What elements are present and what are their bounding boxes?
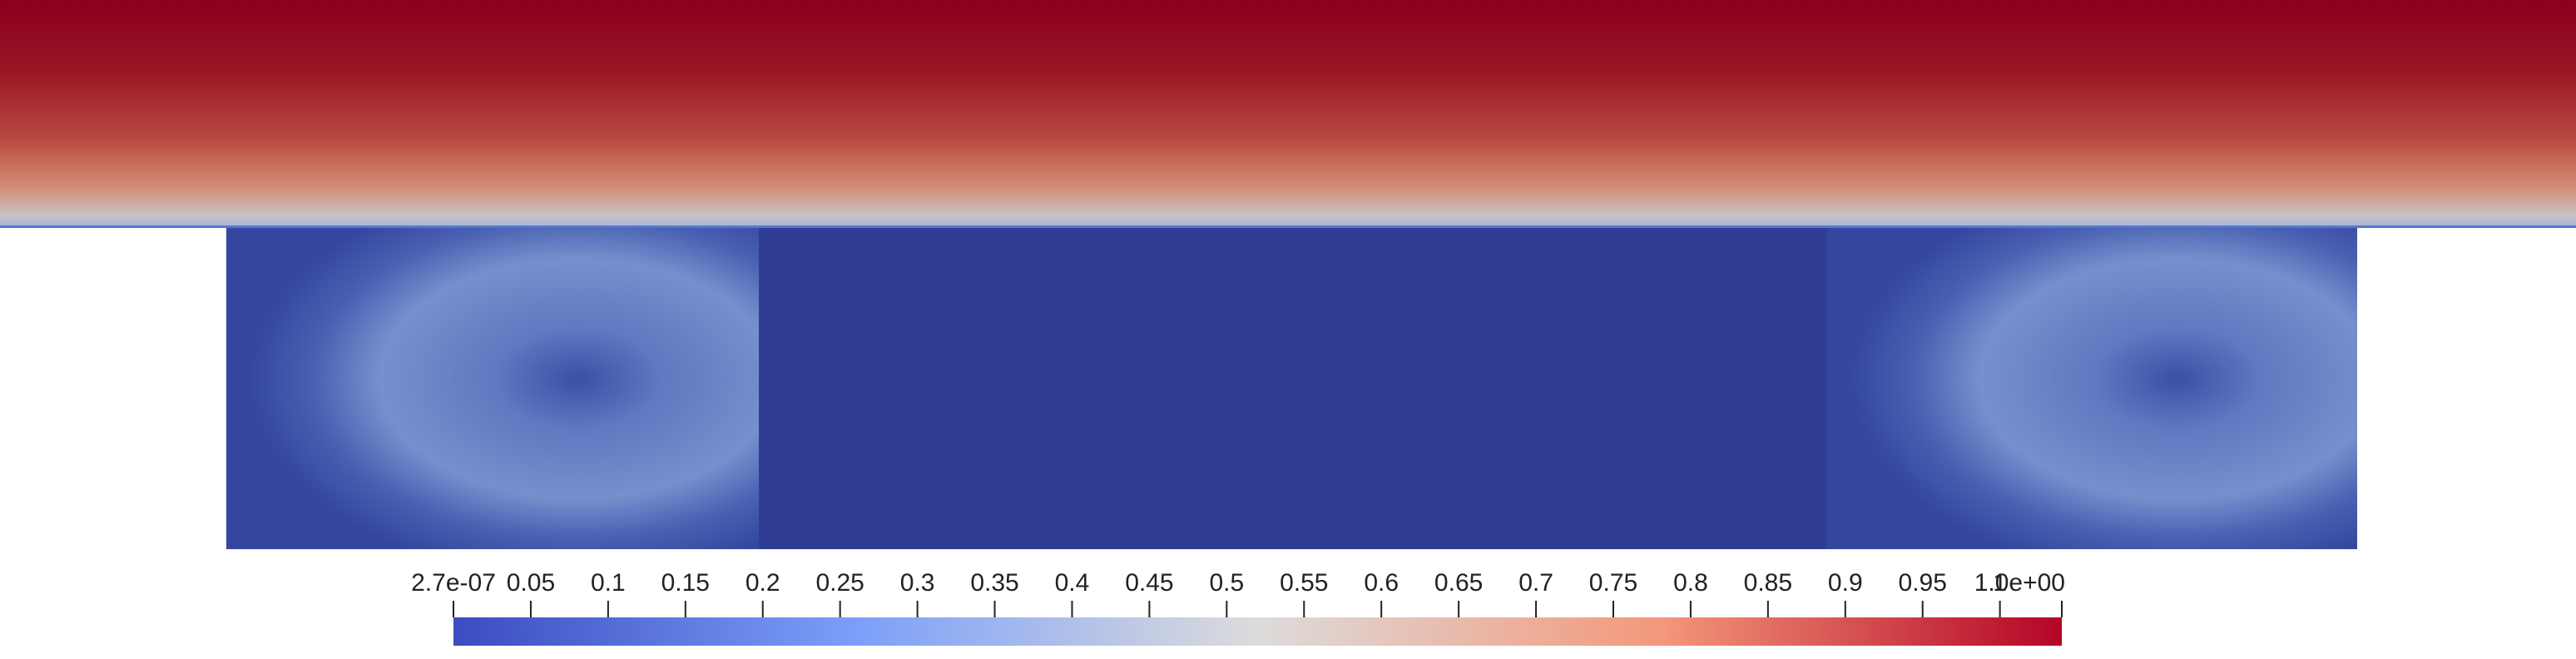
tick-label: 0.45 [1125,569,1173,597]
upper-region [0,0,2576,226]
tick-label: 0.7 [1518,569,1553,597]
tick-label: 0.9 [1828,569,1863,597]
interface-line [0,225,2576,228]
tick-label: 0.1 [591,569,626,597]
tick-label: 0.5 [1209,569,1244,597]
left-vortex [226,228,759,549]
tick-label: 2.7e-07 [411,569,496,597]
tick-label: 0.15 [661,569,710,597]
tick-label: 0.85 [1744,569,1792,597]
tick-label: 0.4 [1055,569,1090,597]
tick-label: 0.8 [1673,569,1708,597]
right-vortex [1827,228,2357,549]
tick-label: 1 [1993,569,2007,597]
tick-label: 0.55 [1280,569,1328,597]
tick-label: 0.2 [746,569,780,597]
tick-label: 0.6 [1364,569,1399,597]
tick-label: 1.0e+00 [1974,569,2065,597]
tick-label: 0.35 [970,569,1018,597]
tick-label: 0.05 [507,569,555,597]
tick-label: 0.75 [1589,569,1637,597]
colorbar-labels: 2.7e-07 1.0e+00 0.05 0.1 0.15 0.2 0.25 0.3 0.35 0… [411,569,2065,617]
colorbar [453,617,2062,646]
tick-label: 0.65 [1434,569,1483,597]
tick-label: 0.25 [815,569,864,597]
tick-label: 0.3 [900,569,935,597]
tick-label: 0.95 [1899,569,1947,597]
